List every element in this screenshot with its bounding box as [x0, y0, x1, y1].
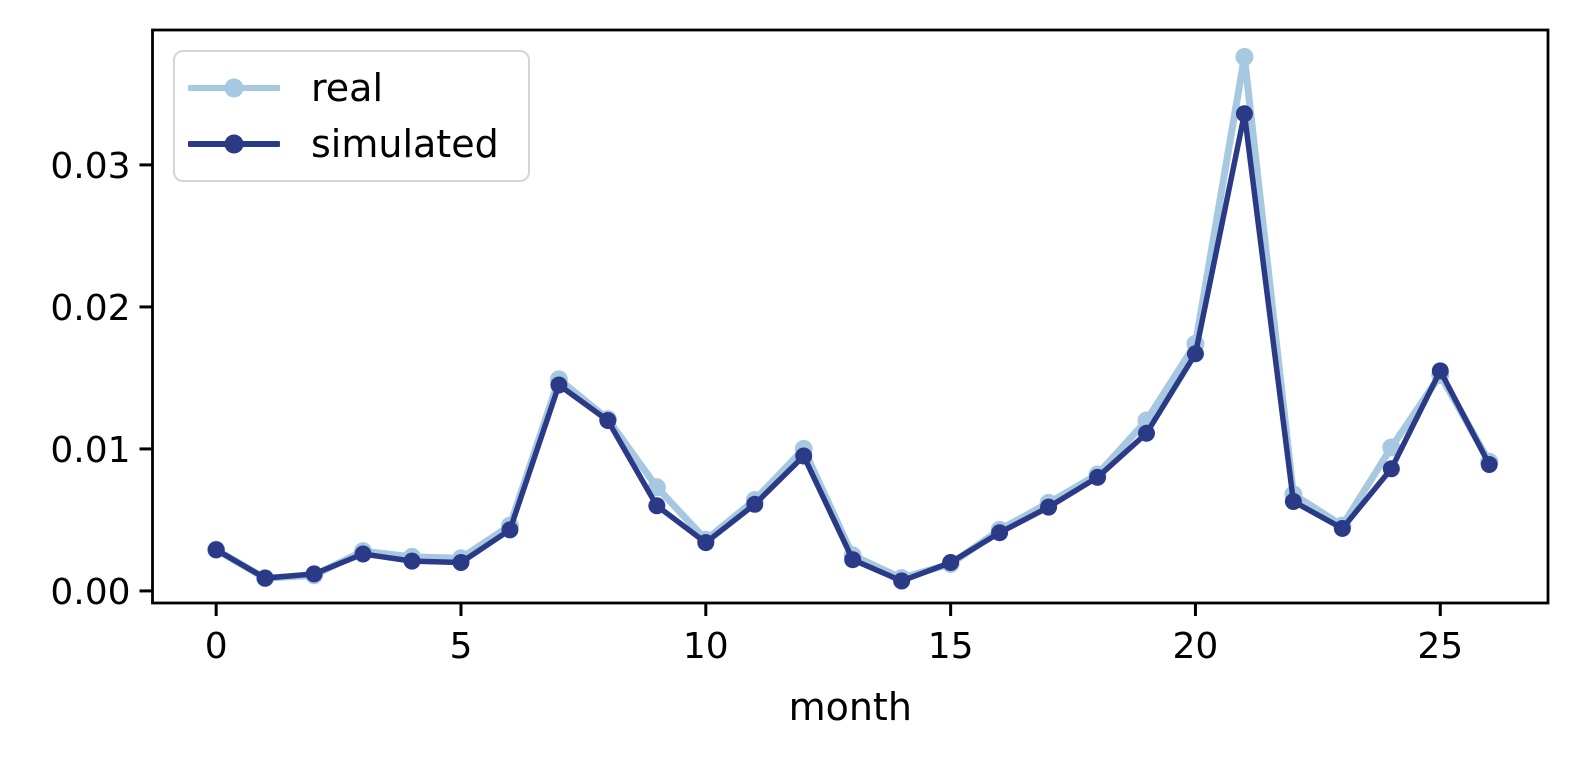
series-simulated-marker	[746, 495, 764, 513]
series-real-marker	[647, 478, 666, 497]
plot-border	[151, 28, 1550, 605]
series-simulated-marker	[1186, 345, 1204, 363]
series-simulated-line	[213, 111, 1492, 584]
x-tick-label: 10	[683, 626, 729, 667]
series-simulated-marker	[1284, 492, 1302, 510]
y-tick-label: 0.01	[50, 430, 130, 471]
series-simulated-marker	[942, 554, 960, 572]
legend: real simulated	[173, 50, 530, 182]
series-simulated-marker	[844, 551, 862, 569]
x-tick-label: 25	[1417, 626, 1463, 667]
series-simulated-marker	[1235, 105, 1253, 123]
y-tick-label: 0.00	[50, 572, 130, 613]
series-simulated-marker	[697, 534, 715, 552]
x-tick-label: 0	[205, 626, 228, 667]
legend-line-sample-simulated	[188, 134, 280, 154]
series-simulated-marker	[1137, 424, 1155, 442]
series-simulated-marker	[1382, 460, 1400, 478]
series-simulated-marker	[648, 497, 666, 515]
series-simulated-marker	[403, 552, 421, 570]
y-tick-label: 0.03	[50, 146, 130, 187]
series-simulated-marker	[1040, 498, 1058, 516]
series-simulated-marker	[1480, 456, 1498, 474]
series-simulated-marker	[452, 554, 470, 572]
series-real-marker	[1235, 47, 1254, 66]
series-simulated-marker	[1431, 362, 1449, 380]
series-simulated-marker	[207, 541, 225, 559]
series-simulated-marker	[795, 447, 813, 465]
series-simulated-marker	[991, 524, 1009, 542]
y-tick-label: 0.02	[50, 288, 130, 329]
legend-line-sample-real	[188, 78, 280, 98]
x-tick-label: 20	[1173, 626, 1219, 667]
series-simulated-marker	[354, 545, 372, 563]
legend-marker-simulated	[224, 134, 244, 154]
series-simulated-marker	[1089, 468, 1107, 486]
series-real-marker	[1382, 438, 1401, 457]
legend-item-real: real	[175, 63, 528, 113]
x-tick-label: 15	[928, 626, 974, 667]
x-axis-title: month	[789, 685, 912, 729]
series-simulated-marker	[305, 565, 323, 583]
series-simulated-marker	[1333, 519, 1351, 537]
legend-label-real: real	[311, 66, 384, 111]
series-simulated-marker	[893, 572, 911, 590]
series-simulated-marker	[256, 569, 274, 587]
series-simulated-marker	[550, 376, 568, 394]
series-simulated-marker	[501, 521, 519, 539]
x-tick-label: 5	[450, 626, 473, 667]
legend-item-simulated: simulated	[175, 119, 528, 169]
legend-label-simulated: simulated	[311, 121, 499, 166]
series-simulated-marker	[599, 412, 617, 430]
legend-marker-real	[224, 78, 244, 98]
